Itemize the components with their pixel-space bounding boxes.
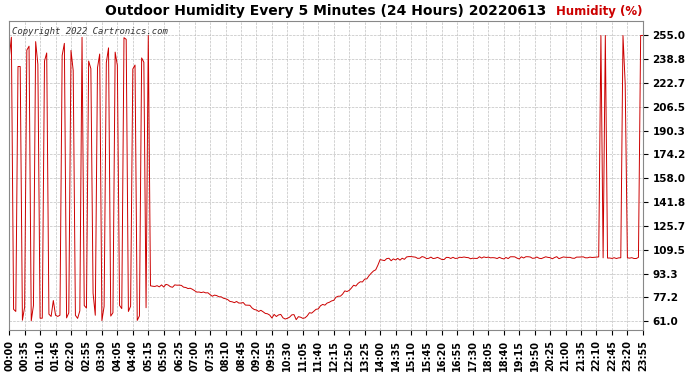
Title: Outdoor Humidity Every 5 Minutes (24 Hours) 20220613: Outdoor Humidity Every 5 Minutes (24 Hou…: [106, 4, 546, 18]
Text: Humidity (%): Humidity (%): [556, 4, 643, 18]
Text: Copyright 2022 Cartronics.com: Copyright 2022 Cartronics.com: [12, 27, 168, 36]
